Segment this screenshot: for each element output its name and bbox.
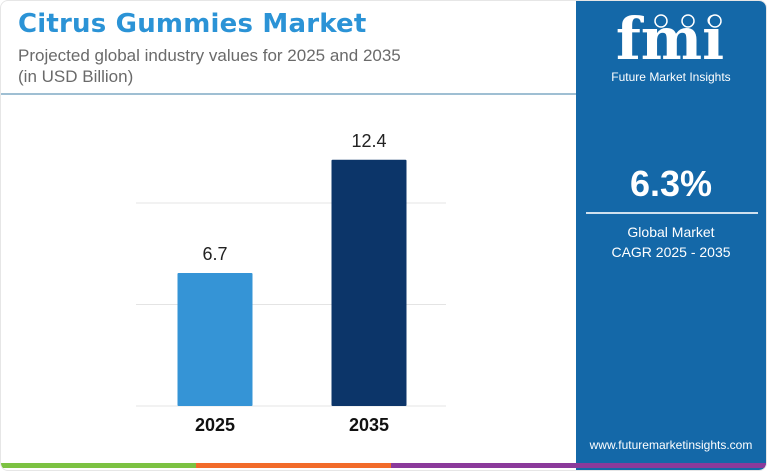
cagr-value: 6.3% xyxy=(629,163,713,204)
logo-dot-icon-1 xyxy=(654,14,668,28)
cagr-label-line-1: Global Market xyxy=(627,224,715,240)
website-url: www.futuremarketinsights.com xyxy=(589,438,753,452)
footer-strip-purple xyxy=(391,463,766,468)
bar-2025 xyxy=(177,272,253,406)
bar-chart: 6.7 2025 12.4 2035 xyxy=(136,131,446,435)
footer-strip-green xyxy=(1,463,196,468)
logo-text: fmi xyxy=(616,9,724,71)
header-divider xyxy=(1,93,576,95)
sidebar-panel: fmi Future Market Insights 6.3% Global M… xyxy=(576,1,766,470)
cagr-divider xyxy=(586,212,758,214)
fmi-logo: fmi xyxy=(616,9,724,71)
data-label-2035: 12.4 xyxy=(351,131,386,151)
data-label-2025: 6.7 xyxy=(202,244,227,264)
page-title: Citrus Gummies Market xyxy=(18,9,367,39)
logo-subtext: Future Market Insights xyxy=(611,70,731,84)
subtitle-line-2: (in USD Billion) xyxy=(18,67,134,86)
chart-subtitle: Projected global industry values for 202… xyxy=(18,45,558,87)
subtitle-line-1: Projected global industry values for 202… xyxy=(18,46,401,65)
cagr-label: Global Market CAGR 2025 - 2035 xyxy=(576,222,766,262)
footer-strip-orange xyxy=(196,463,391,468)
x-tick-label-2035: 2035 xyxy=(349,415,389,435)
x-tick-label-2025: 2025 xyxy=(195,415,235,435)
logo-dot-icon-2 xyxy=(681,14,695,28)
bar-2035 xyxy=(331,159,407,406)
footer-color-strip xyxy=(1,463,766,468)
logo-dot-icon-3 xyxy=(708,14,722,28)
cagr-label-line-2: CAGR 2025 - 2035 xyxy=(611,244,731,260)
